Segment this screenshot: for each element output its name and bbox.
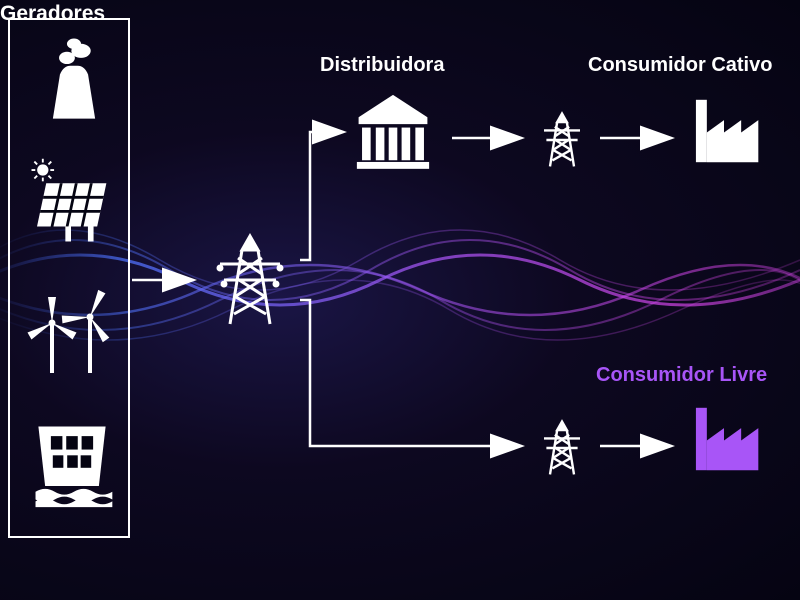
flow-arrows — [0, 0, 800, 600]
